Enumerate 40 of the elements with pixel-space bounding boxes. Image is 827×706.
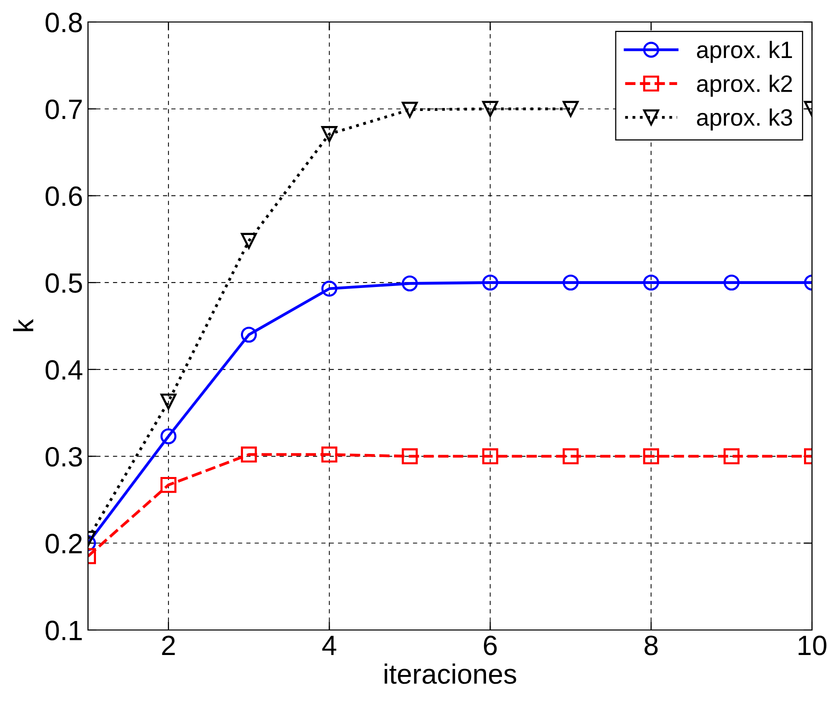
point <box>402 275 418 292</box>
point <box>643 274 660 291</box>
point <box>562 274 579 291</box>
y-tick-label: 0.1 <box>46 620 82 640</box>
y-tick-label: 0.4 <box>46 360 82 380</box>
point <box>562 100 579 117</box>
point <box>562 448 579 464</box>
point <box>321 280 338 297</box>
point <box>160 476 176 493</box>
point <box>160 428 176 444</box>
y-tick-label: 0.5 <box>46 273 82 293</box>
point <box>321 446 338 463</box>
legend-label: aprox. k1 <box>697 40 792 63</box>
point <box>160 394 176 410</box>
y-tick-label: 0.2 <box>46 534 82 554</box>
point <box>482 448 498 464</box>
y-tick-label: 0.6 <box>46 186 82 206</box>
y-tick-label: 0.3 <box>46 446 82 467</box>
point <box>402 102 418 118</box>
point <box>240 232 257 249</box>
x-tick-label: 10 <box>798 636 826 656</box>
point <box>240 446 257 463</box>
x-tick-label: 8 <box>644 636 658 656</box>
x-tick-label: 4 <box>322 636 336 655</box>
y-axis-title: k <box>13 319 34 332</box>
point <box>482 274 498 291</box>
point <box>240 326 257 343</box>
point <box>643 448 660 464</box>
y-tick-label: 0.7 <box>46 100 82 120</box>
legend-label: aprox. k2 <box>697 74 792 97</box>
point <box>482 100 498 117</box>
legend-label: aprox. k3 <box>697 108 792 131</box>
point <box>724 274 740 291</box>
x-axis-title: iteraciones <box>384 664 516 684</box>
x-tick-label: 6 <box>484 636 497 656</box>
x-tick-label: 2 <box>162 636 175 655</box>
point <box>402 448 418 464</box>
y-tick-label: 0.8 <box>46 12 82 32</box>
point <box>724 448 740 464</box>
point <box>321 126 338 142</box>
